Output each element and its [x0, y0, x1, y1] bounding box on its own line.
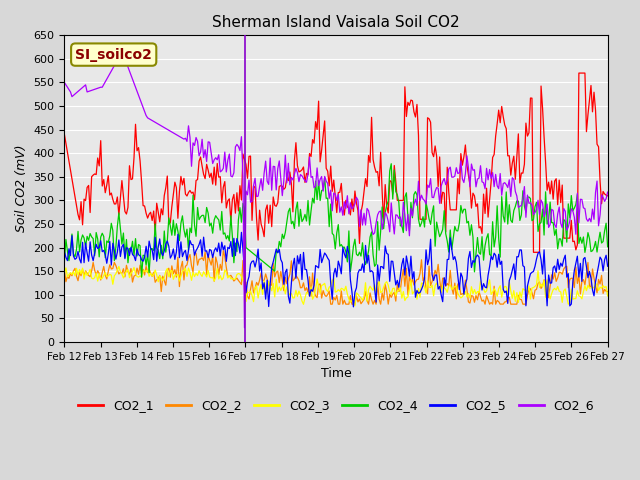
CO2_4: [138, 274, 145, 280]
CO2_5: [127, 244, 135, 250]
CO2_6: [577, 196, 584, 202]
CO2_3: [252, 285, 259, 291]
CO2_3: [604, 293, 611, 299]
Line: CO2_6: CO2_6: [65, 49, 607, 328]
CO2_3: [577, 294, 584, 300]
Y-axis label: Soil CO2 (mV): Soil CO2 (mV): [15, 145, 28, 232]
CO2_3: [61, 271, 68, 276]
CO2_2: [327, 301, 335, 307]
CO2_4: [604, 244, 611, 250]
CO2_6: [241, 325, 248, 331]
CO2_3: [129, 268, 136, 274]
CO2_3: [351, 303, 359, 309]
CO2_1: [223, 205, 230, 211]
CO2_2: [61, 267, 68, 273]
CO2_6: [129, 76, 136, 82]
CO2_4: [577, 234, 584, 240]
CO2_3: [224, 275, 232, 281]
CO2_5: [61, 249, 68, 254]
CO2_1: [241, 156, 248, 162]
CO2_4: [224, 233, 232, 239]
CO2_1: [604, 193, 611, 199]
CO2_1: [577, 70, 584, 76]
CO2_6: [120, 47, 127, 52]
Title: Sherman Island Vaisala Soil CO2: Sherman Island Vaisala Soil CO2: [212, 15, 460, 30]
CO2_4: [242, 245, 250, 251]
CO2_1: [530, 250, 538, 255]
Line: CO2_2: CO2_2: [65, 251, 607, 304]
CO2_2: [252, 286, 259, 291]
CO2_5: [242, 290, 250, 296]
CO2_2: [300, 280, 307, 286]
CO2_6: [604, 189, 611, 195]
CO2_1: [127, 177, 135, 182]
CO2_2: [577, 291, 584, 297]
CO2_4: [300, 216, 307, 222]
CO2_6: [301, 178, 309, 183]
CO2_5: [223, 258, 230, 264]
CO2_5: [577, 261, 584, 266]
Text: SI_soilco2: SI_soilco2: [76, 48, 152, 61]
CO2_1: [575, 70, 582, 76]
CO2_6: [224, 157, 232, 163]
CO2_5: [604, 264, 611, 269]
Legend: CO2_1, CO2_2, CO2_3, CO2_4, CO2_5, CO2_6: CO2_1, CO2_2, CO2_3, CO2_4, CO2_5, CO2_6: [73, 394, 599, 417]
CO2_5: [237, 229, 245, 235]
Line: CO2_3: CO2_3: [65, 266, 607, 306]
CO2_2: [127, 265, 135, 271]
CO2_2: [242, 279, 250, 285]
CO2_2: [224, 274, 232, 279]
CO2_5: [300, 250, 307, 255]
CO2_4: [387, 161, 395, 167]
X-axis label: Time: Time: [321, 367, 351, 380]
CO2_2: [220, 248, 227, 253]
Line: CO2_4: CO2_4: [65, 164, 607, 277]
CO2_6: [253, 193, 260, 199]
CO2_4: [252, 252, 259, 258]
CO2_1: [61, 132, 68, 137]
CO2_5: [252, 264, 259, 270]
Line: CO2_1: CO2_1: [65, 73, 607, 252]
CO2_2: [604, 288, 611, 294]
CO2_3: [242, 299, 250, 304]
CO2_4: [127, 248, 135, 254]
CO2_5: [349, 304, 357, 310]
CO2_1: [298, 167, 306, 173]
CO2_4: [61, 259, 68, 264]
CO2_1: [250, 183, 257, 189]
CO2_6: [244, 192, 252, 198]
CO2_6: [61, 80, 68, 85]
CO2_3: [115, 264, 123, 269]
Line: CO2_5: CO2_5: [65, 232, 607, 307]
CO2_3: [300, 301, 307, 307]
